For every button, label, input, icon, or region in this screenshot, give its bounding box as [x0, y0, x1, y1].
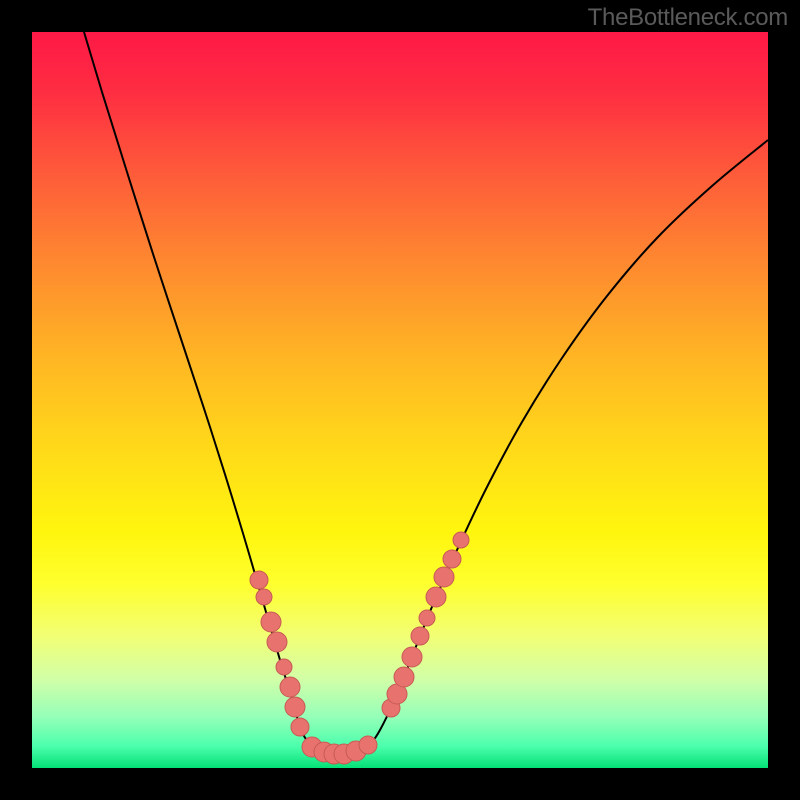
chart-frame: TheBottleneck.com [0, 0, 800, 800]
data-point-right [402, 647, 422, 667]
data-point-trough [359, 736, 377, 754]
gradient-background [32, 32, 768, 768]
data-point-right [453, 532, 469, 548]
data-point-right [426, 587, 446, 607]
watermark-text: TheBottleneck.com [588, 4, 788, 32]
data-point-right [411, 627, 429, 645]
data-point-left [280, 677, 300, 697]
data-point-left [256, 589, 272, 605]
data-point-right [434, 567, 454, 587]
data-point-left [267, 632, 287, 652]
data-point-right [419, 610, 435, 626]
chart-svg [32, 32, 768, 768]
plot-area [32, 32, 768, 768]
data-point-right [443, 550, 461, 568]
data-point-left [261, 612, 281, 632]
data-point-right [394, 667, 414, 687]
data-point-left [250, 571, 268, 589]
data-point-left [291, 718, 309, 736]
data-point-left [285, 697, 305, 717]
data-point-left [276, 659, 292, 675]
